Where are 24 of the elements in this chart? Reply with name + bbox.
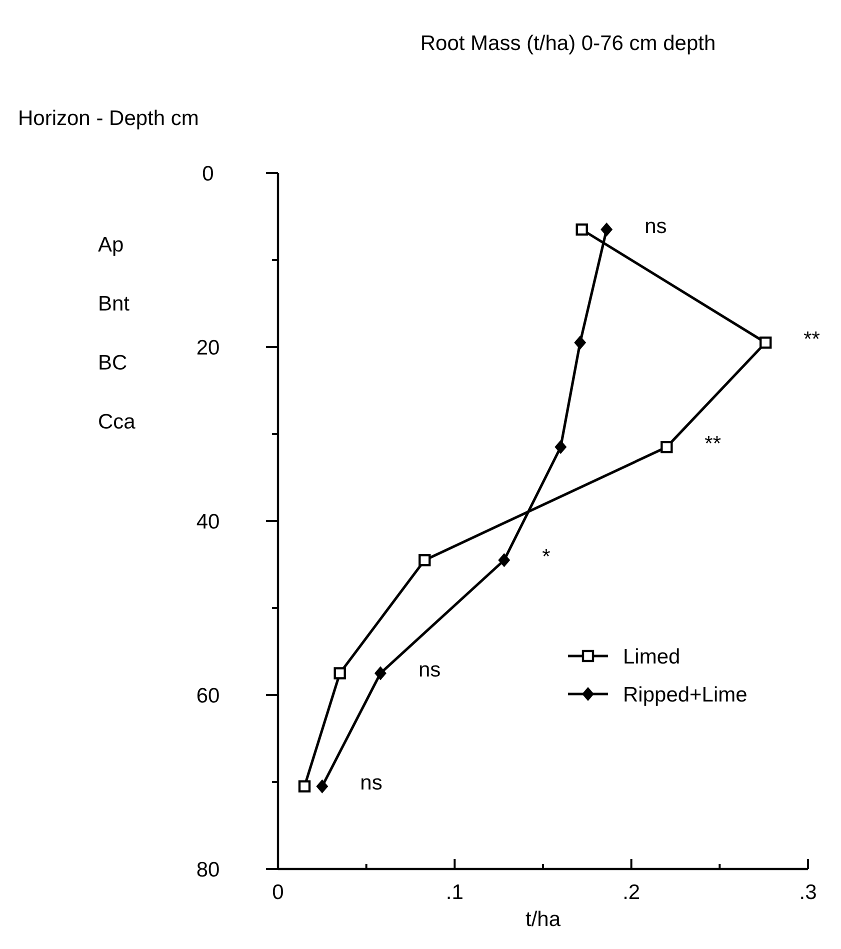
annotation: ns	[418, 658, 441, 682]
annotation: *	[542, 546, 550, 568]
legend-label: Limed	[623, 645, 680, 668]
text: Ap	[98, 233, 124, 256]
y-axis-title: Horizon - Depth cm	[18, 107, 199, 130]
y-tick-label: 20	[196, 336, 220, 360]
y-tick-label: 40	[196, 510, 220, 534]
annotation: **	[704, 432, 722, 456]
x-tick-label: .1	[446, 881, 464, 904]
chart-title: Root Mass (t/ha) 0-76 cm depth	[420, 32, 716, 55]
annotation: ns	[360, 772, 382, 795]
y-tick-label: 60	[196, 684, 220, 708]
text: Bnt	[98, 292, 130, 316]
text: BC	[98, 351, 128, 374]
legend-label: Ripped+Lime	[623, 683, 748, 706]
x-tick-label: 0	[272, 881, 284, 904]
annotation: **	[804, 328, 820, 351]
x-tick-label: .2	[622, 881, 640, 904]
x-axis-title: t/ha	[525, 908, 561, 931]
annotation: ns	[644, 214, 667, 238]
x-tick-label: .3	[799, 881, 817, 904]
y-tick-label: 80	[196, 858, 220, 882]
y-tick-label: 0	[202, 162, 214, 186]
text: Cca	[98, 410, 136, 434]
